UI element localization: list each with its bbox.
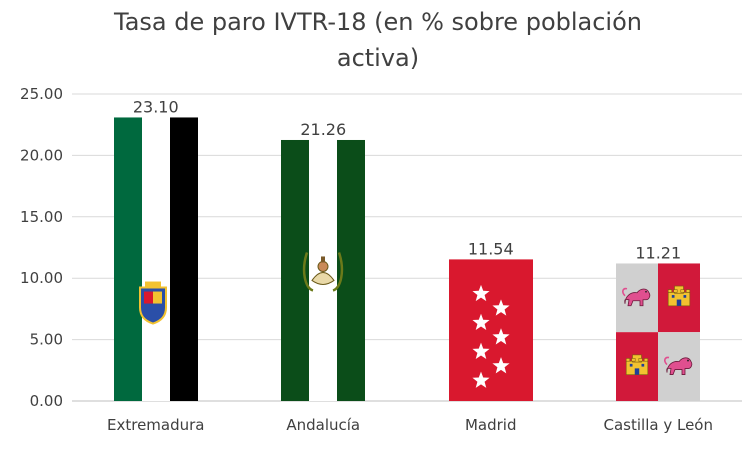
star-icon <box>472 313 490 331</box>
bar-andalucía <box>281 139 365 402</box>
x-axis-categories: Extremadura Andalucía Madrid Castilla y Leó… <box>107 416 713 434</box>
y-tick-label: 10.00 <box>20 269 63 287</box>
x-tick-label: Castilla y León <box>604 416 713 434</box>
data-label: 23.10 <box>133 97 179 116</box>
star-icon <box>472 371 490 388</box>
y-tick-label: 25.00 <box>20 85 63 103</box>
y-tick-label: 5.00 <box>30 331 63 349</box>
x-tick-label: Madrid <box>465 416 517 434</box>
bar-flag <box>281 139 365 402</box>
star-icon <box>492 357 510 374</box>
coat-of-arms-icon <box>139 281 167 325</box>
castle-icon <box>667 285 691 307</box>
y-axis-ticks: 0.00 5.00 10.00 15.00 20.00 25.00 <box>20 85 63 410</box>
coat-of-arms-icon <box>302 252 344 292</box>
bar-madrid <box>449 259 533 401</box>
bar-flag <box>114 117 198 401</box>
bars <box>114 117 700 402</box>
castle-icon <box>625 354 649 376</box>
data-label: 11.21 <box>635 243 681 262</box>
data-label: 21.26 <box>300 120 346 139</box>
x-tick-label: Extremadura <box>107 416 205 434</box>
bar-flag <box>449 259 533 401</box>
star-icon <box>492 299 510 316</box>
data-labels: 23.10 21.26 11.54 11.21 <box>133 97 681 262</box>
chart-title: Tasa de paro IVTR-18 (en % sobre poblaci… <box>113 8 642 72</box>
bar-castilla-y-león <box>616 263 700 401</box>
y-tick-label: 15.00 <box>20 208 63 226</box>
star-icon <box>492 328 510 345</box>
data-label: 11.54 <box>468 239 514 258</box>
y-tick-label: 0.00 <box>30 392 63 410</box>
chart-title-line-1: Tasa de paro IVTR-18 (en % sobre poblaci… <box>113 8 642 36</box>
bar-flag <box>616 263 700 401</box>
bar-extremadura <box>114 117 198 401</box>
star-icon <box>472 284 490 302</box>
y-tick-label: 20.00 <box>20 146 63 164</box>
chart-title-line-2: activa) <box>337 44 419 72</box>
x-tick-label: Andalucía <box>286 416 360 434</box>
lion-icon <box>664 356 693 375</box>
star-icon <box>472 342 490 359</box>
lion-icon <box>622 287 651 307</box>
